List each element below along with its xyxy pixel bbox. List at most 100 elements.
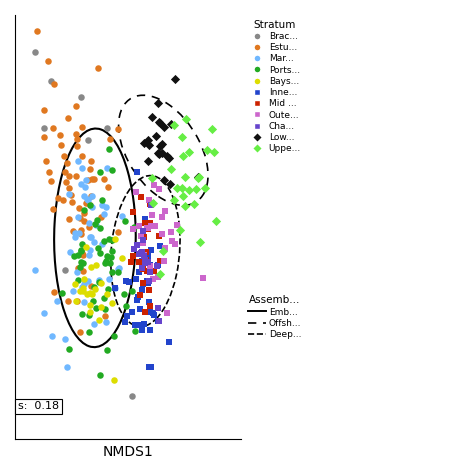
Point — [111, 284, 118, 292]
Point — [147, 201, 155, 209]
X-axis label: NMDS1: NMDS1 — [103, 445, 154, 459]
Point — [115, 264, 123, 272]
Point — [86, 233, 93, 240]
Point — [158, 213, 166, 221]
Point — [144, 137, 152, 144]
Point — [110, 376, 118, 383]
Point — [77, 230, 85, 238]
Point — [200, 274, 207, 282]
Point — [146, 219, 154, 227]
Point — [155, 232, 163, 240]
Point — [160, 123, 167, 130]
Point — [146, 201, 154, 208]
Point — [74, 251, 82, 258]
Point — [84, 196, 91, 204]
Point — [129, 209, 137, 216]
Point — [74, 264, 82, 272]
Point — [106, 259, 114, 266]
Point — [142, 248, 149, 256]
Point — [49, 124, 57, 132]
Point — [143, 278, 151, 285]
Point — [78, 241, 85, 248]
Point — [138, 327, 146, 334]
Point — [102, 312, 109, 320]
Point — [138, 257, 146, 264]
Point — [123, 312, 131, 320]
Point — [106, 135, 113, 143]
Point — [208, 126, 216, 133]
Point — [101, 305, 109, 313]
Point — [74, 157, 82, 164]
Point — [105, 146, 113, 153]
Point — [148, 113, 155, 120]
Text: s:  0.18: s: 0.18 — [18, 401, 59, 411]
Point — [185, 186, 193, 194]
Point — [102, 203, 109, 211]
Point — [47, 78, 55, 85]
Point — [111, 285, 119, 292]
Point — [155, 261, 162, 268]
Point — [144, 279, 152, 287]
Point — [149, 200, 156, 207]
Point — [131, 327, 139, 335]
Point — [93, 216, 101, 224]
Point — [179, 152, 186, 160]
Point — [164, 153, 171, 160]
Point — [121, 318, 129, 326]
Point — [40, 124, 48, 132]
Point — [137, 291, 144, 299]
Point — [103, 164, 111, 172]
Point — [87, 264, 95, 271]
Point — [140, 139, 148, 146]
Point — [118, 254, 126, 262]
Point — [172, 75, 179, 82]
Point — [95, 316, 103, 324]
Point — [64, 297, 72, 305]
Point — [86, 289, 93, 296]
Point — [150, 267, 158, 274]
Point — [135, 251, 143, 258]
Point — [92, 261, 100, 268]
Point — [133, 275, 140, 283]
Point — [88, 175, 96, 182]
Point — [65, 215, 73, 223]
Point — [79, 267, 87, 274]
Point — [80, 275, 88, 283]
Point — [78, 164, 85, 172]
Point — [80, 210, 88, 217]
Point — [161, 244, 168, 252]
Point — [79, 284, 86, 292]
Point — [166, 181, 174, 188]
Point — [62, 178, 69, 185]
Point — [155, 185, 163, 192]
Point — [147, 222, 155, 230]
Point — [128, 287, 136, 294]
Point — [150, 181, 157, 189]
Point — [155, 273, 162, 281]
Point — [115, 228, 122, 236]
Point — [102, 319, 109, 326]
Point — [84, 136, 91, 144]
Point — [81, 183, 89, 191]
Point — [88, 192, 96, 200]
Point — [65, 346, 73, 353]
Point — [106, 275, 113, 283]
Point — [107, 253, 114, 261]
Point — [143, 224, 151, 232]
Point — [127, 258, 135, 266]
Point — [63, 159, 71, 167]
Point — [109, 299, 116, 307]
Point — [137, 232, 145, 239]
Point — [91, 283, 98, 291]
Point — [139, 236, 146, 244]
Point — [64, 363, 71, 371]
Point — [44, 58, 51, 65]
Point — [87, 282, 95, 290]
Point — [142, 256, 149, 264]
Point — [181, 202, 189, 210]
Point — [196, 238, 204, 246]
Point — [75, 204, 82, 211]
Point — [85, 224, 93, 231]
Point — [91, 285, 99, 293]
Point — [179, 192, 187, 200]
